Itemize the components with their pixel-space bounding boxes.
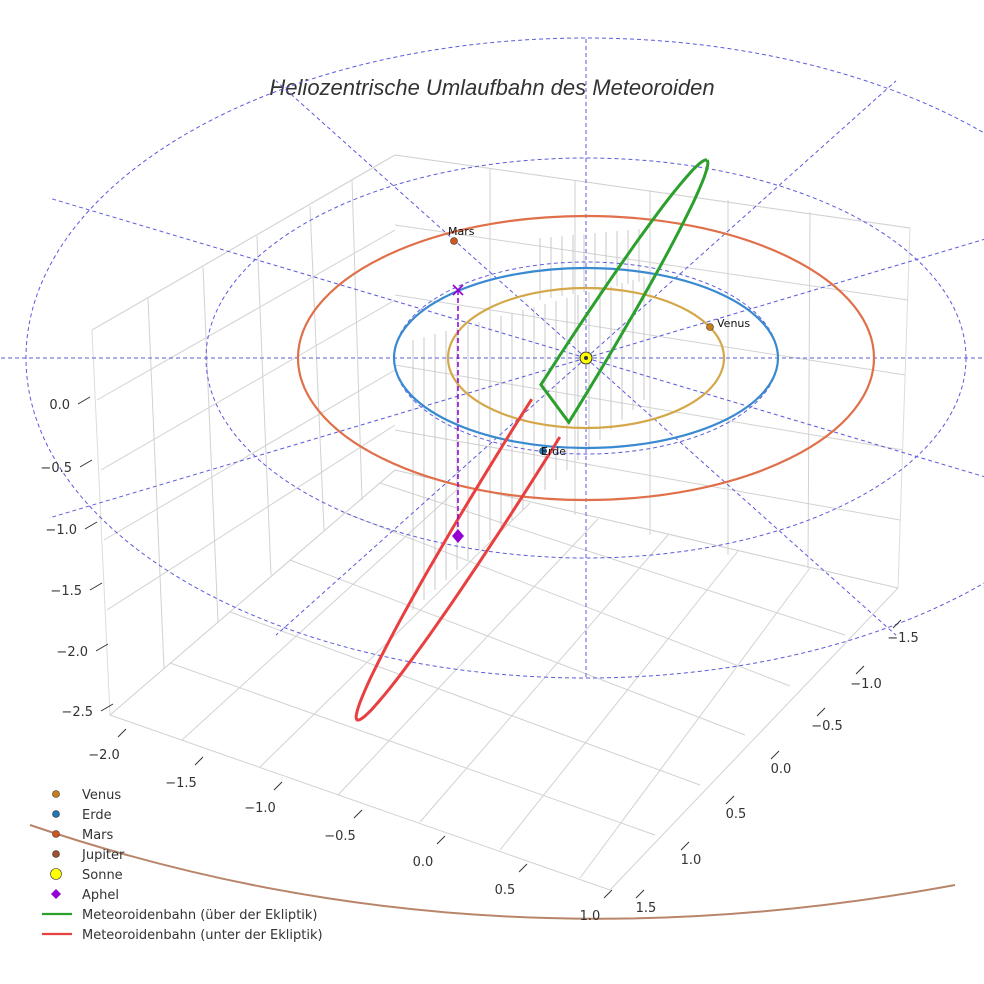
y-tick-mark-4 — [725, 795, 735, 805]
x-tick-mark-3 — [353, 809, 363, 819]
legend-label-3: Jupiter — [81, 848, 125, 863]
y-tick-label-1: −1.0 — [850, 677, 882, 692]
y-tick-label-0: −1.5 — [887, 631, 919, 646]
x-tick-mark-0 — [117, 728, 127, 738]
x-tick-label-5: 0.5 — [495, 883, 516, 898]
y-tick-mark-1 — [855, 665, 865, 675]
legend-label-6: Meteoroidenbahn (über der Ekliptik) — [82, 908, 318, 923]
x-tick-mark-5 — [518, 863, 528, 873]
ecliptic-ray-10 — [585, 357, 897, 636]
orbit-mars — [296, 214, 876, 502]
aphel-projection-marker — [452, 284, 464, 296]
legend-label-7: Meteoroidenbahn (unter der Ekliptik) — [82, 928, 323, 943]
y-tick-label-2: −0.5 — [811, 719, 843, 734]
orbit-jupiter — [29, 824, 956, 920]
legend-label-4: Sonne — [82, 868, 123, 883]
planet-label-venus: Venus — [717, 317, 750, 330]
legend-marker-1 — [52, 810, 60, 818]
x-tick-label-0: −2.0 — [88, 748, 120, 763]
ecliptic-ray-11 — [585, 357, 984, 478]
z-tick-mark-3 — [89, 582, 103, 591]
chart-title: Heliozentrische Umlaufbahn des Meteoroid… — [269, 75, 714, 100]
legend-marker-0 — [52, 790, 60, 798]
orbit-erde — [392, 266, 780, 450]
y-tick-label-4: 0.5 — [726, 807, 747, 822]
y-tick-mark-5 — [680, 841, 690, 851]
ecliptic-ray-8 — [275, 357, 587, 636]
x-tick-label-3: −0.5 — [324, 829, 356, 844]
legend: Venus Erde Mars Jupiter Sonne Aphel Meteoroide… — [42, 788, 323, 943]
legend-label-5: Aphel — [82, 888, 119, 903]
legend-marker-4 — [50, 868, 62, 880]
ecliptic-ray-1 — [585, 238, 984, 359]
z-tick-mark-5 — [100, 703, 114, 712]
y-tick-label-6: 1.5 — [636, 901, 657, 916]
planet-venus — [706, 323, 714, 331]
z-tick-mark-1 — [79, 459, 93, 468]
ecliptic-ray-2 — [585, 80, 897, 359]
x-tick-mark-6 — [603, 889, 613, 899]
legend-marker-2 — [52, 830, 60, 838]
aphel-marker — [452, 529, 464, 543]
z-tick-mark-4 — [95, 643, 109, 652]
z-axis-ticks: 0.0 −0.5 −1.0 −1.5 −2.0 −2.5 — [40, 396, 114, 720]
y-tick-label-3: 0.0 — [771, 762, 792, 777]
x-tick-label-1: −1.5 — [165, 776, 197, 791]
z-tick-label-0: 0.0 — [49, 398, 70, 413]
planet-mars — [450, 237, 458, 245]
planet-label-mars: Mars — [448, 225, 475, 238]
z-tick-label-3: −1.5 — [50, 584, 82, 599]
legend-marker-3 — [52, 850, 60, 858]
x-tick-mark-2 — [273, 781, 283, 791]
y-tick-mark-0 — [892, 619, 902, 629]
planet-label-erde: Erde — [541, 445, 566, 458]
x-tick-label-2: −1.0 — [244, 801, 276, 816]
x-tick-mark-1 — [194, 756, 204, 766]
z-tick-mark-0 — [77, 396, 91, 405]
z-tick-label-1: −0.5 — [40, 461, 72, 476]
legend-label-1: Erde — [82, 808, 112, 823]
grid — [91, 154, 911, 891]
y-tick-mark-6 — [635, 889, 645, 899]
legend-label-0: Venus — [82, 788, 121, 803]
z-tick-mark-2 — [84, 521, 98, 530]
sun-center — [584, 356, 588, 360]
x-tick-mark-4 — [436, 835, 446, 845]
y-tick-mark-2 — [816, 707, 826, 717]
meteoroid-orbit-below — [354, 398, 562, 722]
z-tick-label-5: −2.5 — [61, 705, 93, 720]
legend-label-2: Mars — [82, 828, 114, 843]
planet-erde — [539, 447, 547, 455]
z-tick-label-2: −1.0 — [45, 523, 77, 538]
ecliptic-ray-7 — [48, 357, 587, 519]
legend-marker-5 — [51, 889, 61, 899]
ecliptic-reference-grid — [0, 37, 984, 679]
meteoroid-orbit-above — [539, 158, 710, 425]
x-tick-label-4: 0.0 — [413, 855, 434, 870]
y-axis-ticks: −1.5 −1.0 −0.5 0.0 0.5 1.0 1.5 — [635, 619, 919, 916]
x-axis-ticks: −2.0 −1.5 −1.0 −0.5 0.0 0.5 1.0 — [88, 728, 613, 924]
ecliptic-ray-4 — [275, 80, 587, 359]
x-tick-label-6: 1.0 — [580, 909, 601, 924]
z-tick-label-4: −2.0 — [56, 645, 88, 660]
y-tick-label-5: 1.0 — [681, 853, 702, 868]
y-tick-mark-3 — [770, 750, 780, 760]
orbit-venus — [446, 286, 726, 430]
ecliptic-ray-5 — [48, 197, 587, 359]
